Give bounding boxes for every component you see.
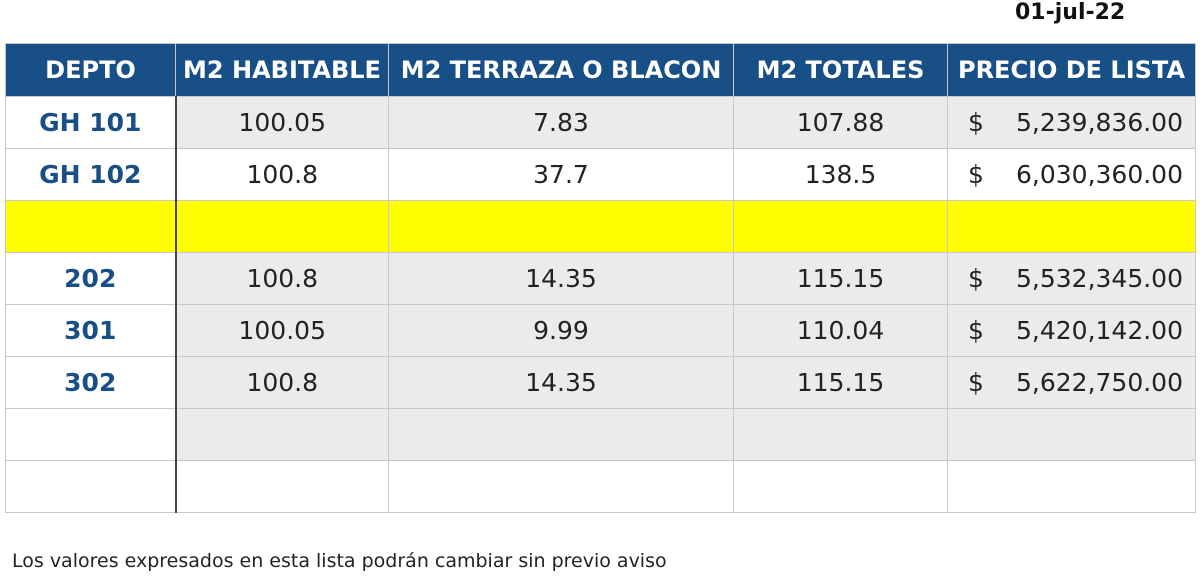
table-row: GH 102 100.8 37.7 138.5 $6,030,360.00 [5, 148, 1196, 201]
table-cell: 138.5 [733, 148, 948, 201]
table-cell: 115.15 [733, 252, 948, 305]
empty-cell [175, 200, 389, 253]
price-cell: $6,030,360.00 [947, 148, 1196, 201]
unit-id: 302 [5, 356, 177, 409]
column-header: M2 TERRAZA O BLACON [388, 43, 734, 97]
price: $5,420,142.00 [948, 316, 1195, 345]
price-amount: 5,239,836.00 [1016, 108, 1183, 137]
empty-row [5, 460, 1196, 513]
price: $5,622,750.00 [948, 368, 1195, 397]
price: $6,030,360.00 [948, 160, 1195, 189]
table-body: GH 101 100.05 7.83 107.88 $5,239,836.00 GH 10… [5, 96, 1196, 513]
table-row: 202 100.8 14.35 115.15 $5,532,345.00 [5, 252, 1196, 305]
empty-cell [388, 408, 734, 461]
unit-id: GH 102 [5, 148, 177, 201]
price-amount: 6,030,360.00 [1016, 160, 1183, 189]
date: 01-jul-22 [1015, 0, 1126, 25]
empty-cell [388, 460, 734, 513]
price-amount: 5,622,750.00 [1016, 368, 1183, 397]
unit-id: 301 [5, 304, 177, 357]
empty-cell [5, 408, 177, 461]
currency-symbol: $ [968, 368, 984, 397]
empty-cell [947, 408, 1196, 461]
header-row: DEPTO M2 HABITABLE M2 TERRAZA O BLACON M2 T… [5, 43, 1196, 97]
table-row: 301 100.05 9.99 110.04 $5,420,142.00 [5, 304, 1196, 357]
empty-cell [947, 460, 1196, 513]
column-header: DEPTO [5, 43, 176, 97]
price-cell: $5,622,750.00 [947, 356, 1196, 409]
currency-symbol: $ [968, 160, 984, 189]
empty-cell [175, 460, 389, 513]
price-amount: 5,532,345.00 [1016, 264, 1183, 293]
table-cell: 14.35 [388, 252, 734, 305]
column-header: M2 TOTALES [733, 43, 948, 97]
price-cell: $5,532,345.00 [947, 252, 1196, 305]
table-cell: 100.8 [175, 356, 389, 409]
table-cell: 100.05 [175, 96, 389, 149]
empty-cell [175, 408, 389, 461]
price-amount: 5,420,142.00 [1016, 316, 1183, 345]
table-cell: 14.35 [388, 356, 734, 409]
currency-symbol: $ [968, 108, 984, 137]
column-header: PRECIO DE LISTA [947, 43, 1196, 97]
empty-cell [388, 200, 734, 253]
currency-symbol: $ [968, 264, 984, 293]
table-cell: 100.05 [175, 304, 389, 357]
empty-cell [947, 200, 1196, 253]
empty-cell [733, 460, 948, 513]
empty-cell [733, 200, 948, 253]
price-cell: $5,420,142.00 [947, 304, 1196, 357]
empty-cell [5, 200, 177, 253]
table-cell: 37.7 [388, 148, 734, 201]
highlight-row [5, 200, 1196, 253]
table-row: GH 101 100.05 7.83 107.88 $5,239,836.00 [5, 96, 1196, 149]
price: $5,532,345.00 [948, 264, 1195, 293]
currency-symbol: $ [968, 316, 984, 345]
table-cell: 9.99 [388, 304, 734, 357]
unit-id: GH 101 [5, 96, 177, 149]
empty-cell [733, 408, 948, 461]
table-cell: 115.15 [733, 356, 948, 409]
price: $5,239,836.00 [948, 108, 1195, 137]
price-table: DEPTO M2 HABITABLE M2 TERRAZA O BLACON M2 T… [5, 43, 1196, 513]
table-cell: 110.04 [733, 304, 948, 357]
empty-row [5, 408, 1196, 461]
table-cell: 7.83 [388, 96, 734, 149]
table-cell: 107.88 [733, 96, 948, 149]
column-header: M2 HABITABLE [175, 43, 389, 97]
unit-id: 202 [5, 252, 177, 305]
footer-note: Los valores expresados en esta lista pod… [12, 550, 667, 572]
table-cell: 100.8 [175, 252, 389, 305]
table-row: 302 100.8 14.35 115.15 $5,622,750.00 [5, 356, 1196, 409]
empty-cell [5, 460, 177, 513]
table-cell: 100.8 [175, 148, 389, 201]
price-cell: $5,239,836.00 [947, 96, 1196, 149]
